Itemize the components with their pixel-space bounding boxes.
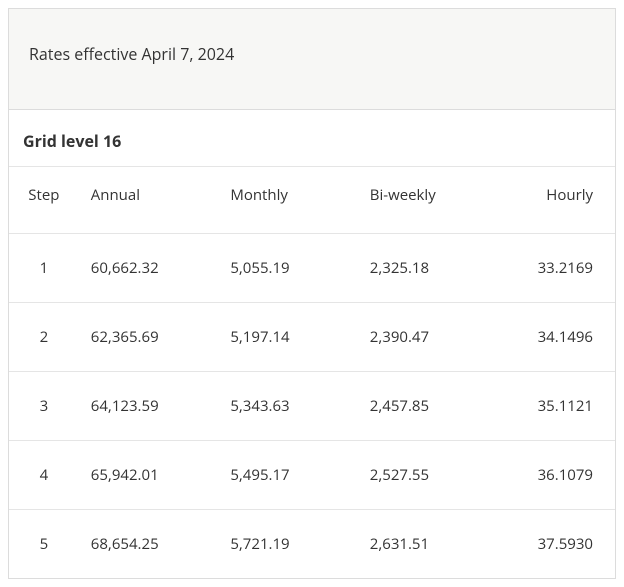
cell-biweekly: 2,325.18 — [358, 234, 497, 303]
col-header-step: Step — [9, 167, 79, 234]
table-header-row: Step Annual Monthly Bi-weekly Hourly — [9, 167, 615, 234]
table-row: 3 64,123.59 5,343.63 2,457.85 35.1121 — [9, 372, 615, 441]
table-row: 1 60,662.32 5,055.19 2,325.18 33.2169 — [9, 234, 615, 303]
cell-biweekly: 2,631.51 — [358, 510, 497, 579]
effective-date-text: Rates effective April 7, 2024 — [29, 43, 595, 65]
cell-hourly: 35.1121 — [497, 372, 615, 441]
cell-annual: 68,654.25 — [79, 510, 219, 579]
table-row: 5 68,654.25 5,721.19 2,631.51 37.5930 — [9, 510, 615, 579]
table-row: 2 62,365.69 5,197.14 2,390.47 34.1496 — [9, 303, 615, 372]
rates-container: Rates effective April 7, 2024 Grid level… — [8, 8, 616, 579]
cell-step: 4 — [9, 441, 79, 510]
effective-date-banner: Rates effective April 7, 2024 — [9, 9, 615, 110]
grid-level-title: Grid level 16 — [9, 110, 615, 166]
table-row: 4 65,942.01 5,495.17 2,527.55 36.1079 — [9, 441, 615, 510]
col-header-hourly: Hourly — [497, 167, 615, 234]
cell-hourly: 37.5930 — [497, 510, 615, 579]
cell-step: 5 — [9, 510, 79, 579]
cell-monthly: 5,055.19 — [218, 234, 357, 303]
cell-annual: 65,942.01 — [79, 441, 219, 510]
cell-biweekly: 2,527.55 — [358, 441, 497, 510]
cell-hourly: 33.2169 — [497, 234, 615, 303]
cell-monthly: 5,197.14 — [218, 303, 357, 372]
cell-biweekly: 2,457.85 — [358, 372, 497, 441]
cell-annual: 60,662.32 — [79, 234, 219, 303]
cell-step: 2 — [9, 303, 79, 372]
cell-step: 1 — [9, 234, 79, 303]
rates-table: Step Annual Monthly Bi-weekly Hourly 1 6… — [9, 166, 615, 578]
col-header-annual: Annual — [79, 167, 219, 234]
cell-step: 3 — [9, 372, 79, 441]
cell-hourly: 36.1079 — [497, 441, 615, 510]
cell-monthly: 5,721.19 — [218, 510, 357, 579]
col-header-biweekly: Bi-weekly — [358, 167, 497, 234]
col-header-monthly: Monthly — [218, 167, 357, 234]
cell-annual: 62,365.69 — [79, 303, 219, 372]
cell-annual: 64,123.59 — [79, 372, 219, 441]
cell-monthly: 5,495.17 — [218, 441, 357, 510]
cell-hourly: 34.1496 — [497, 303, 615, 372]
cell-monthly: 5,343.63 — [218, 372, 357, 441]
cell-biweekly: 2,390.47 — [358, 303, 497, 372]
